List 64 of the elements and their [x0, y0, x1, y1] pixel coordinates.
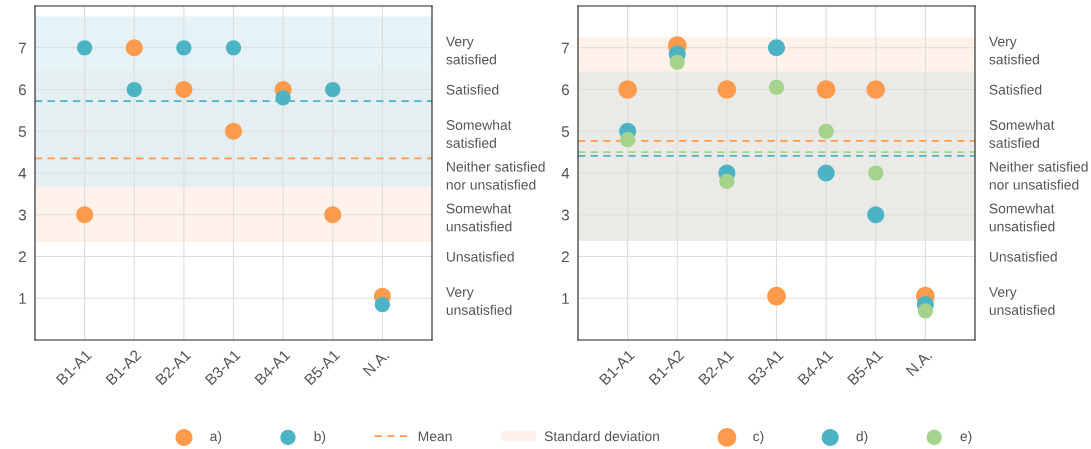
point: [76, 206, 94, 224]
y-tick-label: 5: [561, 126, 570, 137]
point: [767, 286, 786, 306]
point: [77, 40, 93, 56]
category-label: Very unsatisfied: [445, 287, 512, 315]
category-label: Neither satisfied nor unsatisfied: [446, 161, 545, 190]
category-label: Satisfied: [989, 84, 1042, 95]
y-tick-label: 4: [18, 168, 27, 179]
y-tick-label: 2: [18, 251, 26, 263]
y-tick-label: 2: [561, 251, 569, 263]
y-tick-label: 5: [18, 126, 27, 137]
category-label: Unsatisfied: [989, 251, 1057, 262]
y-tick-label: 3: [561, 209, 569, 221]
category-label: Very satisfied: [988, 36, 1039, 65]
point: [719, 173, 735, 189]
point: [175, 80, 193, 99]
y-tick-label: 6: [18, 84, 26, 96]
point: [816, 80, 836, 99]
point: [618, 80, 637, 99]
point: [917, 303, 933, 319]
legend-label: a): [210, 430, 222, 444]
point: [767, 39, 786, 57]
legend-label: Standard deviation: [544, 430, 660, 442]
point: [125, 39, 143, 57]
y-tick-label: 7: [18, 42, 26, 54]
point: [818, 123, 834, 139]
point: [275, 90, 291, 106]
category-label: Somewhat satisfied: [446, 119, 512, 148]
point: [867, 206, 885, 224]
category-label: Very satisfied: [445, 36, 496, 65]
y-tick-label: 6: [561, 84, 569, 96]
y-tick-label: 1: [19, 293, 26, 304]
y-tick-label: 4: [561, 168, 570, 179]
point: [325, 81, 341, 98]
point: [374, 296, 390, 313]
point: [669, 54, 685, 70]
point: [768, 79, 785, 96]
category-label: Somewhat unsatisfied: [446, 203, 512, 232]
point: [717, 80, 737, 99]
point: [817, 164, 835, 182]
legend-label: d): [856, 430, 868, 444]
point: [324, 206, 342, 224]
category-label: Somewhat satisfied: [989, 119, 1055, 148]
point: [176, 40, 192, 56]
point: [225, 40, 242, 56]
category-label: Somewhat unsatisfied: [989, 203, 1055, 232]
x-tick-label: N.A.: [905, 349, 933, 377]
category-label: Neither satisfied nor unsatisfied: [989, 161, 1088, 190]
category-label: Satisfied: [446, 84, 499, 95]
point: [866, 80, 886, 99]
point: [620, 131, 636, 148]
legend-label: c): [753, 430, 764, 444]
point: [126, 81, 142, 98]
y-tick-label: 7: [561, 42, 569, 54]
y-tick-label: 3: [18, 209, 26, 221]
legend-label: Mean: [418, 431, 452, 442]
point: [868, 165, 884, 181]
category-label: Unsatisfied: [446, 251, 514, 262]
x-tick-label: N.A.: [362, 349, 390, 377]
point: [224, 122, 243, 140]
category-label: Very unsatisfied: [988, 287, 1055, 315]
y-tick-label: 1: [562, 293, 569, 304]
legend-label: b): [314, 430, 326, 444]
legend-label: e): [960, 430, 972, 444]
